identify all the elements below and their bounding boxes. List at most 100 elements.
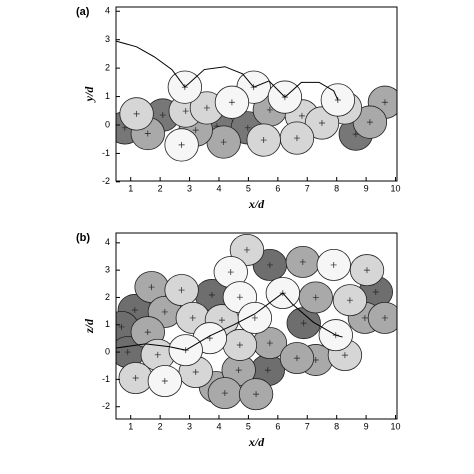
x-tick-label: 10 <box>391 183 401 193</box>
particle-center <box>133 110 140 117</box>
x-tick-label: 7 <box>305 421 310 431</box>
particle-center <box>192 369 199 376</box>
x-tick-label: 7 <box>305 183 310 193</box>
particle-center <box>312 294 319 301</box>
particle-center <box>218 317 225 324</box>
particle-center <box>221 390 228 397</box>
y-tick-label: -2 <box>102 176 110 186</box>
panel-label: (a) <box>76 6 90 18</box>
particle-center <box>298 112 305 119</box>
particle-center <box>154 351 161 358</box>
particle-center <box>131 307 138 314</box>
x-tick-label: 3 <box>187 183 192 193</box>
particle-center <box>334 96 341 103</box>
particle-center <box>363 267 370 274</box>
particle-center <box>124 349 131 356</box>
x-tick-label: 6 <box>275 183 280 193</box>
particle-center <box>300 320 307 327</box>
x-tick-label: 6 <box>275 421 280 431</box>
particle-center <box>208 292 215 298</box>
particle-center <box>203 104 210 111</box>
particle-center <box>161 308 168 315</box>
x-tick-label: 1 <box>128 421 133 431</box>
y-tick-label: 1 <box>105 91 110 101</box>
particle-center <box>293 355 300 362</box>
particle-center <box>178 141 185 148</box>
particle-center <box>253 391 260 398</box>
particle-center <box>220 139 227 146</box>
particle-center <box>236 294 243 301</box>
particle-center <box>318 120 325 126</box>
plot-area <box>116 40 397 162</box>
y-tick-label: 0 <box>105 119 110 129</box>
particle-center <box>144 329 151 336</box>
x-tick-label: 10 <box>391 421 401 431</box>
particle-center <box>381 99 388 106</box>
trajectory <box>116 292 343 351</box>
y-tick-label: 3 <box>105 265 110 275</box>
x-axis-label: x/d <box>248 435 265 449</box>
x-tick-label: 2 <box>158 421 163 431</box>
x-tick-label: 4 <box>216 183 221 193</box>
y-tick-label: 1 <box>105 319 110 329</box>
particle-center <box>346 297 353 304</box>
x-tick-label: 4 <box>216 421 221 431</box>
y-tick-label: 4 <box>105 237 110 247</box>
particle-center <box>266 261 273 268</box>
particle-center <box>227 269 234 276</box>
particle-center <box>330 261 337 268</box>
y-tick-label: 0 <box>105 346 110 356</box>
particle-center <box>266 106 273 113</box>
y-tick-label: 2 <box>105 63 110 73</box>
particle-center <box>235 367 242 374</box>
x-tick-label: 8 <box>334 421 339 431</box>
x-tick-label: 9 <box>364 183 369 193</box>
y-tick-label: 3 <box>105 34 110 44</box>
particle-center <box>189 314 196 321</box>
particle-center <box>161 378 168 385</box>
particle-center <box>178 287 185 294</box>
plot-area <box>116 233 397 411</box>
x-tick-label: 1 <box>128 183 133 193</box>
particle-center <box>352 131 359 138</box>
particle-center <box>182 108 189 115</box>
particle-center <box>361 314 368 321</box>
particle-center <box>366 119 373 126</box>
particle-center <box>228 99 235 106</box>
panel-label: (b) <box>76 232 90 244</box>
particle-center <box>243 246 250 253</box>
particle-center <box>299 258 306 265</box>
plot-frame <box>115 232 398 420</box>
particle-center <box>381 314 388 321</box>
particle-center <box>236 341 243 348</box>
x-tick-label: 2 <box>158 183 163 193</box>
y-tick-label: -1 <box>102 148 110 158</box>
particle-center <box>372 288 379 295</box>
x-tick-label: 3 <box>187 421 192 431</box>
y-tick-label: -2 <box>102 401 110 411</box>
particle-center <box>266 340 273 347</box>
plot-frame <box>115 6 398 182</box>
particle-center <box>251 314 258 321</box>
particle-center <box>144 130 151 137</box>
x-tick-label: 5 <box>246 183 251 193</box>
particle-center <box>260 137 267 144</box>
x-tick-label: 5 <box>246 421 251 431</box>
particle-center <box>293 135 300 142</box>
particle-center <box>192 127 199 134</box>
y-tick-label: 4 <box>105 6 110 16</box>
particle-center <box>132 375 139 382</box>
y-tick-label: -1 <box>102 374 110 384</box>
trajectory <box>116 40 339 101</box>
y-axis-label: z/d <box>82 318 96 334</box>
x-tick-label: 9 <box>364 421 369 431</box>
y-tick-label: 2 <box>105 292 110 302</box>
particle-center <box>244 124 251 131</box>
y-axis-label: y/d <box>82 86 96 104</box>
particle-center <box>118 323 125 330</box>
x-tick-label: 8 <box>334 183 339 193</box>
particle-center <box>341 352 348 359</box>
particle-center <box>148 284 155 291</box>
x-axis-label: x/d <box>248 197 265 211</box>
